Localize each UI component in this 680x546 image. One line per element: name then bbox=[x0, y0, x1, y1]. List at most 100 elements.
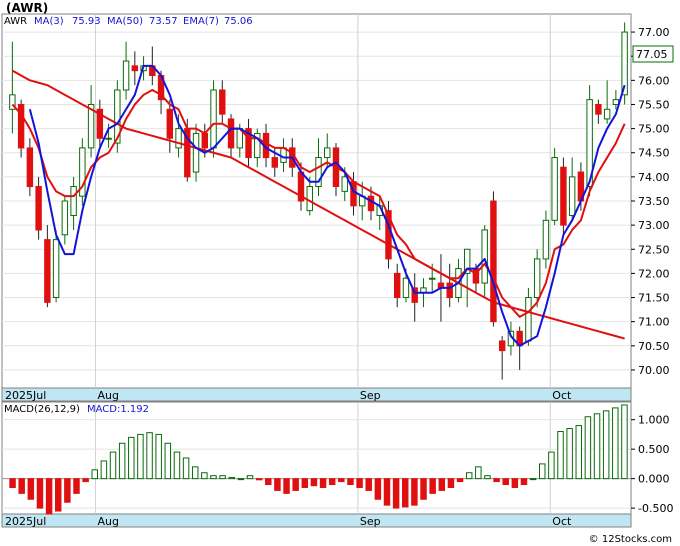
macd-bar-positive bbox=[484, 475, 491, 480]
candle-down bbox=[411, 287, 418, 303]
macd-bar-negative bbox=[511, 478, 519, 488]
candle-down bbox=[490, 200, 497, 323]
price-legend-ma3-label: MA(3) bbox=[34, 16, 64, 27]
macd-bar-positive bbox=[219, 475, 226, 480]
macd-bar-negative bbox=[310, 478, 318, 487]
candle-down bbox=[446, 282, 453, 299]
macd-bar-positive bbox=[173, 451, 181, 480]
macd-bar-positive bbox=[246, 475, 254, 480]
macd-bar-positive bbox=[191, 466, 199, 480]
candle-up bbox=[87, 103, 95, 149]
macd-bar-positive bbox=[91, 469, 98, 480]
macd-bar-positive bbox=[575, 425, 583, 480]
macd-legend-label: MACD(26,12,9) bbox=[4, 404, 80, 415]
macd-bar-positive bbox=[465, 472, 473, 480]
candle-down bbox=[367, 195, 375, 212]
macd-tick-label: 0.500 bbox=[638, 443, 670, 456]
macd-bar-positive bbox=[529, 478, 537, 481]
price-tick-label: 77.00 bbox=[638, 26, 670, 39]
macd-bar-positive bbox=[201, 472, 208, 480]
macd-bar-negative bbox=[392, 478, 400, 509]
candle-up bbox=[428, 277, 436, 280]
macd-bar-negative bbox=[520, 478, 528, 486]
price-tick-label: 72.00 bbox=[638, 267, 670, 280]
price-tick-label: 76.00 bbox=[638, 74, 670, 87]
candle-down bbox=[560, 166, 567, 226]
macd-bar-negative bbox=[64, 478, 71, 503]
candle-down bbox=[166, 108, 174, 139]
macd-panel-frame bbox=[1, 401, 632, 515]
macd-bar-positive bbox=[146, 432, 153, 480]
candle-up bbox=[210, 89, 217, 149]
candle-down bbox=[245, 128, 252, 159]
price-date-label: Aug bbox=[97, 389, 118, 402]
price-tick-label: 72.50 bbox=[638, 243, 670, 256]
candle-up bbox=[603, 108, 611, 120]
macd-bar-negative bbox=[265, 478, 272, 486]
macd-tick-label: 1.000 bbox=[638, 414, 670, 427]
candle-up bbox=[481, 229, 488, 284]
candle-up bbox=[612, 99, 620, 105]
macd-bar-negative bbox=[328, 478, 336, 486]
macd-bar-positive bbox=[182, 457, 190, 480]
macd-bar-positive bbox=[612, 407, 619, 480]
price-overlays bbox=[11, 64, 626, 347]
axis-labels: 70.00 70.50 71.00 71.50 72.00 72.50 73.00 73.50… bbox=[5, 26, 673, 528]
candle-up bbox=[315, 157, 322, 188]
candle-up bbox=[586, 99, 593, 188]
candle-up bbox=[306, 186, 313, 212]
candle-up bbox=[254, 132, 261, 159]
macd-bar-positive bbox=[109, 451, 117, 480]
candle-down bbox=[96, 108, 104, 139]
macd-bar-positive bbox=[118, 442, 126, 480]
macd-bar-negative bbox=[45, 478, 53, 515]
candle-down bbox=[17, 103, 25, 149]
macd-date-label: Sep bbox=[360, 515, 381, 528]
macd-date-label: 2025Jul bbox=[5, 515, 46, 528]
candle-up bbox=[70, 186, 77, 216]
candle-down bbox=[498, 340, 506, 352]
macd-bar-positive bbox=[100, 460, 108, 480]
candle-up bbox=[114, 89, 121, 144]
candle-up bbox=[105, 137, 112, 140]
candle-up bbox=[621, 31, 628, 96]
ma3-line bbox=[28, 64, 626, 347]
macd-bar-negative bbox=[9, 478, 16, 488]
macd-bar-positive bbox=[584, 416, 592, 480]
candle-down bbox=[44, 239, 51, 303]
price-legend-symbol: AWR bbox=[4, 16, 27, 27]
price-tick-label: 71.50 bbox=[638, 292, 670, 305]
macd-bar-positive bbox=[621, 404, 628, 480]
macd-bar-negative bbox=[438, 478, 446, 491]
candle-down bbox=[271, 157, 278, 168]
candle-down bbox=[219, 89, 226, 115]
macd-bar-negative bbox=[383, 478, 391, 506]
macd-bar-positive bbox=[155, 433, 162, 480]
price-legend-ema7-label: EMA(7) bbox=[183, 16, 219, 27]
macd-bar-negative bbox=[356, 478, 363, 488]
macd-bar-negative bbox=[82, 478, 89, 483]
ema7-line bbox=[11, 88, 626, 318]
macd-bar-negative bbox=[283, 478, 290, 494]
macd-date-band bbox=[1, 513, 632, 528]
macd-legend-value: MACD:1.192 bbox=[87, 404, 149, 415]
candle-up bbox=[122, 60, 130, 91]
ma50-line bbox=[11, 69, 625, 340]
macd-bar-negative bbox=[493, 478, 500, 483]
macd-bar-positive bbox=[602, 410, 610, 480]
candle-down bbox=[595, 103, 602, 115]
candle-up bbox=[192, 132, 200, 173]
macd-bar-negative bbox=[374, 478, 382, 500]
macd-bar-negative bbox=[447, 478, 455, 488]
copyright-footer: © 12Stocks.com bbox=[588, 534, 672, 545]
macd-date-label: Aug bbox=[97, 515, 118, 528]
macd-bar-positive bbox=[548, 451, 555, 480]
candle-up bbox=[533, 258, 541, 299]
price-legend-ma50-value: 73.57 bbox=[149, 16, 178, 27]
price-tick-label: 70.50 bbox=[638, 340, 670, 353]
macd-bar-negative bbox=[27, 478, 35, 500]
macd-bar-positive bbox=[137, 433, 144, 480]
macd-bar-positive bbox=[210, 475, 217, 480]
last-price-box bbox=[632, 45, 674, 63]
